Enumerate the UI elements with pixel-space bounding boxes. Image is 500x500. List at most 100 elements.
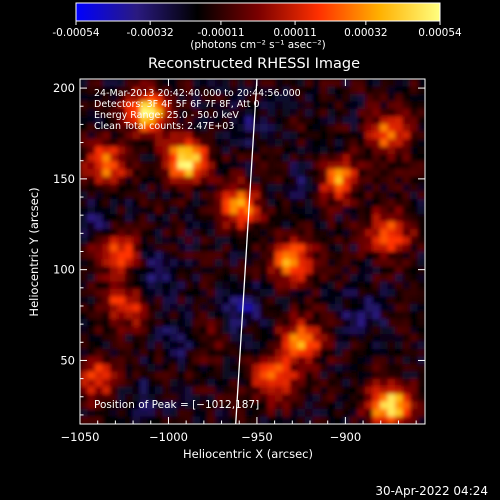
heatmap-cell xyxy=(140,386,149,395)
heatmap-cell xyxy=(192,356,201,365)
heatmap-cell xyxy=(230,184,239,193)
heatmap-cell xyxy=(110,349,119,358)
heatmap-cell xyxy=(237,236,246,245)
heatmap-cell xyxy=(162,296,171,305)
heatmap-cell xyxy=(95,169,104,178)
heatmap-cell xyxy=(222,169,231,178)
heatmap-cell xyxy=(417,296,425,305)
heatmap-cell xyxy=(207,236,216,245)
heatmap-cell xyxy=(260,379,269,388)
heatmap-cell xyxy=(125,266,134,275)
heatmap-cell xyxy=(170,266,179,275)
heatmap-cell xyxy=(357,101,366,110)
heatmap-cell xyxy=(327,101,336,110)
heatmap-cell xyxy=(342,304,351,313)
heatmap-cell xyxy=(140,206,149,215)
heatmap-cell xyxy=(320,184,329,193)
heatmap-cell xyxy=(200,296,209,305)
heatmap-cell xyxy=(245,259,254,268)
heatmap-cell xyxy=(260,341,269,350)
heatmap-cell xyxy=(87,131,96,140)
heatmap-cell xyxy=(342,86,351,95)
heatmap-cell xyxy=(147,281,156,290)
heatmap-cell xyxy=(305,401,314,410)
heatmap-cell xyxy=(215,244,224,253)
heatmap-cell xyxy=(132,214,141,223)
heatmap-cell xyxy=(395,394,404,403)
heatmap-cell xyxy=(387,289,396,298)
heatmap-cell xyxy=(365,259,374,268)
heatmap-cell xyxy=(80,379,89,388)
heatmap-cell xyxy=(410,109,419,118)
heatmap-cell xyxy=(350,116,359,125)
heatmap-cell xyxy=(387,146,396,155)
heatmap-cell xyxy=(87,394,96,403)
heatmap-cell xyxy=(380,244,389,253)
heatmap-cell xyxy=(185,311,194,320)
heatmap-cell xyxy=(87,176,96,185)
heatmap-cell xyxy=(297,334,306,343)
heatmap-cell xyxy=(312,409,321,418)
heatmap-cell xyxy=(192,199,201,208)
heatmap-cell xyxy=(417,311,425,320)
heatmap-cell xyxy=(357,401,366,410)
heatmap-cell xyxy=(395,326,404,335)
heatmap-cell xyxy=(357,161,366,170)
heatmap-cell xyxy=(282,364,291,373)
heatmap-cell xyxy=(365,266,374,275)
heatmap-cell xyxy=(417,116,425,125)
heatmap-cell xyxy=(372,379,381,388)
heatmap-cell xyxy=(275,169,284,178)
heatmap-cell xyxy=(95,319,104,328)
heatmap-cell xyxy=(335,94,344,103)
heatmap-cell xyxy=(222,266,231,275)
heatmap-cell xyxy=(380,259,389,268)
heatmap-cell xyxy=(87,146,96,155)
heatmap-cell xyxy=(170,364,179,373)
heatmap-cell xyxy=(155,79,164,88)
heatmap-cell xyxy=(365,349,374,358)
heatmap-cell xyxy=(387,124,396,133)
heatmap-cell xyxy=(350,364,359,373)
heatmap-cell xyxy=(350,379,359,388)
heatmap-cell xyxy=(275,109,284,118)
heatmap-cell xyxy=(320,289,329,298)
heatmap-cell xyxy=(417,79,425,88)
heatmap-cell xyxy=(357,266,366,275)
heatmap-cell xyxy=(125,289,134,298)
heatmap-cell xyxy=(297,206,306,215)
heatmap-cell xyxy=(245,139,254,148)
heatmap-cell xyxy=(342,341,351,350)
heatmap-cell xyxy=(410,289,419,298)
heatmap-cell xyxy=(125,394,134,403)
heatmap-cell xyxy=(410,161,419,170)
heatmap-cell xyxy=(215,364,224,373)
heatmap-cell xyxy=(327,379,336,388)
heatmap-cell xyxy=(372,199,381,208)
heatmap-cell xyxy=(395,109,404,118)
heatmap-cell xyxy=(80,146,89,155)
heatmap-cell xyxy=(395,259,404,268)
heatmap-cell xyxy=(102,131,111,140)
heatmap-cell xyxy=(200,86,209,95)
heatmap-cell xyxy=(192,379,201,388)
heatmap-cell xyxy=(380,379,389,388)
heatmap-cell xyxy=(372,146,381,155)
heatmap-cell xyxy=(110,364,119,373)
heatmap-cell xyxy=(215,296,224,305)
heatmap-cell xyxy=(410,319,419,328)
heatmap-cell xyxy=(327,289,336,298)
heatmap-cell xyxy=(282,394,291,403)
heatmap-cell xyxy=(275,416,284,424)
heatmap-cell xyxy=(357,364,366,373)
heatmap-cell xyxy=(365,184,374,193)
heatmap-cell xyxy=(87,206,96,215)
heatmap-cell xyxy=(372,94,381,103)
heatmap-cell xyxy=(365,101,374,110)
heatmap-cell xyxy=(140,266,149,275)
heatmap-cell xyxy=(147,259,156,268)
heatmap-cell xyxy=(162,266,171,275)
heatmap-cell xyxy=(402,266,411,275)
heatmap-cell xyxy=(125,169,134,178)
heatmap-cell xyxy=(162,176,171,185)
